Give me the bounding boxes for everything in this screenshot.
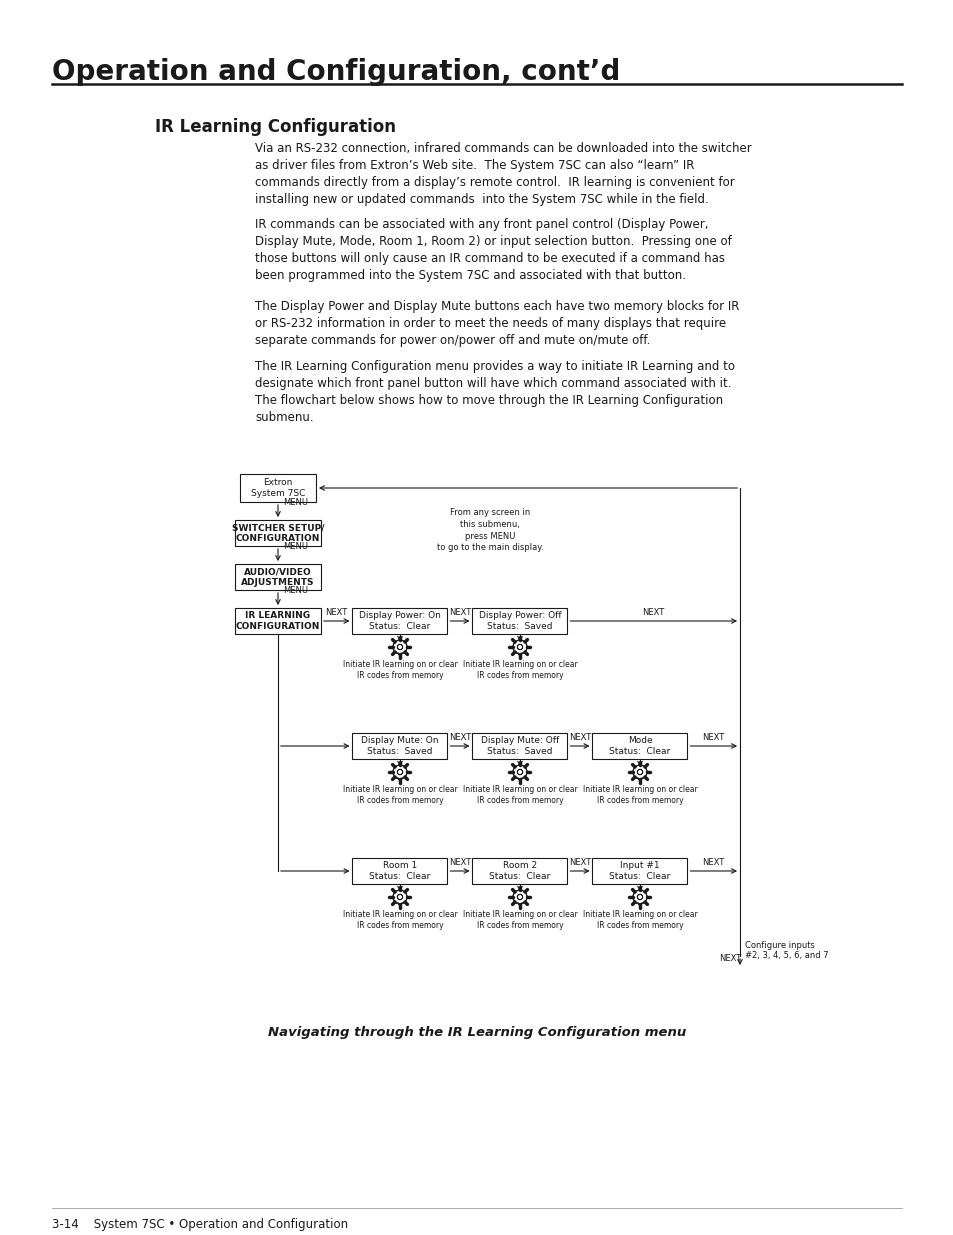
Text: Initiate IR learning on or clear
IR codes from memory: Initiate IR learning on or clear IR code… xyxy=(582,785,697,805)
Circle shape xyxy=(393,764,407,779)
Bar xyxy=(352,858,447,884)
Text: NEXT: NEXT xyxy=(449,858,471,867)
Text: Operation and Configuration, cont’d: Operation and Configuration, cont’d xyxy=(52,58,619,86)
Text: NEXT: NEXT xyxy=(642,608,664,618)
Text: Via an RS-232 connection, infrared commands can be downloaded into the switcher
: Via an RS-232 connection, infrared comma… xyxy=(254,142,751,206)
Text: Display Mute: On
Status:  Saved: Display Mute: On Status: Saved xyxy=(361,736,438,756)
Bar xyxy=(234,520,320,546)
Bar xyxy=(352,608,447,634)
Text: NEXT: NEXT xyxy=(449,608,471,618)
Bar xyxy=(472,608,567,634)
Circle shape xyxy=(513,764,526,779)
Text: Initiate IR learning on or clear
IR codes from memory: Initiate IR learning on or clear IR code… xyxy=(342,785,456,805)
Text: NEXT: NEXT xyxy=(719,953,740,963)
Text: Initiate IR learning on or clear
IR codes from memory: Initiate IR learning on or clear IR code… xyxy=(342,659,456,680)
Bar xyxy=(352,734,447,760)
Circle shape xyxy=(393,890,407,904)
Text: Display Power: On
Status:  Clear: Display Power: On Status: Clear xyxy=(358,611,440,631)
Text: From any screen in
this submenu,
press MENU
to go to the main display.: From any screen in this submenu, press M… xyxy=(436,508,543,552)
Text: AUDIO/VIDEO
ADJUSTMENTS: AUDIO/VIDEO ADJUSTMENTS xyxy=(241,567,314,587)
Text: 3-14    System 7SC • Operation and Configuration: 3-14 System 7SC • Operation and Configur… xyxy=(52,1218,348,1231)
Text: IR Learning Configuration: IR Learning Configuration xyxy=(154,119,395,136)
Text: NEXT: NEXT xyxy=(325,608,348,618)
Text: Initiate IR learning on or clear
IR codes from memory: Initiate IR learning on or clear IR code… xyxy=(342,910,456,930)
Text: NEXT: NEXT xyxy=(568,734,591,742)
Bar xyxy=(472,734,567,760)
Text: Display Mute: Off
Status:  Saved: Display Mute: Off Status: Saved xyxy=(480,736,558,756)
Text: Extron
System 7SC: Extron System 7SC xyxy=(251,478,305,498)
Text: MENU: MENU xyxy=(283,498,308,508)
Text: IR LEARNING
CONFIGURATION: IR LEARNING CONFIGURATION xyxy=(235,611,320,631)
Text: Display Power: Off
Status:  Saved: Display Power: Off Status: Saved xyxy=(478,611,560,631)
Text: NEXT: NEXT xyxy=(702,858,724,867)
Bar xyxy=(592,734,687,760)
Text: Navigating through the IR Learning Configuration menu: Navigating through the IR Learning Confi… xyxy=(268,1026,685,1039)
Bar xyxy=(592,858,687,884)
Text: Initiate IR learning on or clear
IR codes from memory: Initiate IR learning on or clear IR code… xyxy=(462,785,577,805)
Bar xyxy=(234,608,320,634)
Bar xyxy=(472,858,567,884)
Text: Room 1
Status:  Clear: Room 1 Status: Clear xyxy=(369,861,430,881)
Text: The Display Power and Display Mute buttons each have two memory blocks for IR
or: The Display Power and Display Mute butto… xyxy=(254,300,739,347)
Text: Input #1
Status:  Clear: Input #1 Status: Clear xyxy=(609,861,670,881)
Circle shape xyxy=(633,764,646,779)
Text: The IR Learning Configuration menu provides a way to initiate IR Learning and to: The IR Learning Configuration menu provi… xyxy=(254,359,734,424)
Text: Initiate IR learning on or clear
IR codes from memory: Initiate IR learning on or clear IR code… xyxy=(582,910,697,930)
Text: NEXT: NEXT xyxy=(449,734,471,742)
Text: Configure inputs
#2, 3, 4, 5, 6, and 7: Configure inputs #2, 3, 4, 5, 6, and 7 xyxy=(744,941,828,961)
Bar xyxy=(234,564,320,590)
Text: IR commands can be associated with any front panel control (Display Power,
Displ: IR commands can be associated with any f… xyxy=(254,219,731,282)
Text: MENU: MENU xyxy=(283,585,308,595)
Text: NEXT: NEXT xyxy=(702,734,724,742)
Text: MENU: MENU xyxy=(283,542,308,551)
Circle shape xyxy=(513,890,526,904)
Circle shape xyxy=(633,890,646,904)
Text: SWITCHER SETUP/
CONFIGURATION: SWITCHER SETUP/ CONFIGURATION xyxy=(232,524,324,542)
Text: NEXT: NEXT xyxy=(568,858,591,867)
Text: Initiate IR learning on or clear
IR codes from memory: Initiate IR learning on or clear IR code… xyxy=(462,659,577,680)
Circle shape xyxy=(393,640,407,655)
Circle shape xyxy=(513,640,526,655)
Text: Room 2
Status:  Clear: Room 2 Status: Clear xyxy=(489,861,550,881)
Bar xyxy=(240,474,315,501)
Text: Mode
Status:  Clear: Mode Status: Clear xyxy=(609,736,670,756)
Text: Initiate IR learning on or clear
IR codes from memory: Initiate IR learning on or clear IR code… xyxy=(462,910,577,930)
